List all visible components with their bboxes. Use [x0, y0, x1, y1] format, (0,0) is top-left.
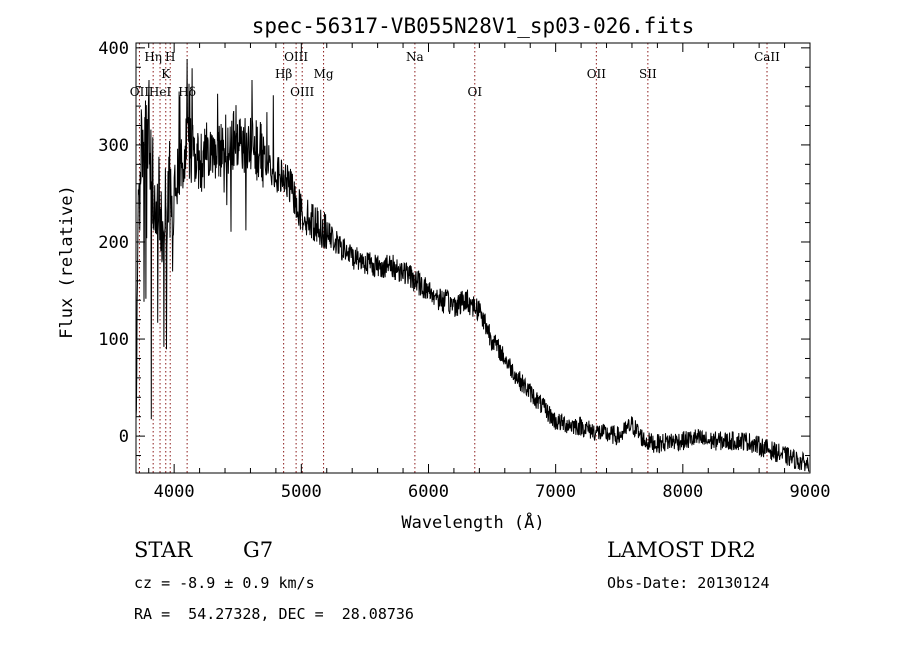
object-type: STAR — [134, 538, 193, 562]
spectral-line-label: SII — [639, 67, 657, 81]
y-axis-label: Flux (relative) — [57, 185, 77, 339]
spectral-line-label: OI — [467, 85, 482, 99]
x-tick-label: 6000 — [408, 482, 449, 502]
spectral-line-label: OII — [130, 85, 150, 99]
spectrum-chart: spec-56317-VB055N28V1_sp03-026.fits Flux… — [57, 14, 831, 533]
x-tick-label: 4000 — [154, 482, 195, 502]
plot-frame — [135, 42, 811, 474]
observation-date: Obs-Date: 20130124 — [607, 574, 770, 592]
x-tick-label: 9000 — [790, 482, 831, 502]
x-axis-label: Wavelength (Å) — [401, 511, 544, 533]
spectral-line-label: H — [165, 50, 175, 64]
spectral-line-label: Na — [406, 50, 424, 64]
y-axis-ticks: 0 100 200 300 400 — [98, 39, 810, 457]
spectral-line-label: OIII — [290, 85, 314, 99]
y-tick-label: 400 — [98, 39, 129, 59]
spectral-line-label: K — [161, 67, 171, 81]
spectral-line-label: Mg — [314, 67, 334, 81]
y-tick-label: 200 — [98, 233, 129, 253]
x-tick-label: 7000 — [535, 482, 576, 502]
spectral-line-label: OIII — [284, 50, 308, 64]
spectral-line-label: Hβ — [275, 67, 292, 81]
redshift-velocity: cz = -8.9 ± 0.9 km/s — [134, 574, 315, 592]
spectral-line-label: HeI — [149, 85, 172, 99]
y-tick-label: 0 — [119, 427, 129, 447]
spectral-line-markers — [138, 43, 768, 473]
spectral-line-label: CaII — [754, 50, 780, 64]
y-tick-label: 300 — [98, 136, 129, 156]
chart-title: spec-56317-VB055N28V1_sp03-026.fits — [252, 14, 695, 38]
spectrum-line — [135, 58, 810, 472]
spectral-class: G7 — [243, 538, 274, 562]
survey-name: LAMOST DR2 — [607, 538, 756, 562]
x-axis-ticks: 4000 5000 6000 7000 8000 9000 — [148, 43, 831, 502]
sky-coordinates: RA = 54.27328, DEC = 28.08736 — [134, 605, 414, 623]
y-tick-label: 100 — [98, 330, 129, 350]
x-tick-label: 8000 — [662, 482, 703, 502]
spectral-line-label: Hη — [144, 50, 162, 64]
x-tick-label: 5000 — [281, 482, 322, 502]
spectral-line-label: OII — [587, 67, 607, 81]
